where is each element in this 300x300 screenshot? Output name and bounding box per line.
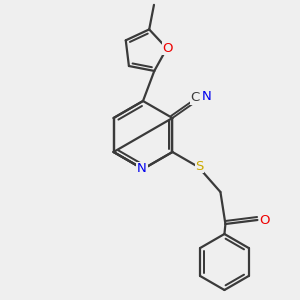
Text: O: O [259,214,270,226]
Text: C: C [191,91,200,104]
Text: N: N [201,90,211,103]
Text: S: S [195,160,204,172]
Text: N: N [137,163,147,176]
Text: O: O [163,42,173,55]
